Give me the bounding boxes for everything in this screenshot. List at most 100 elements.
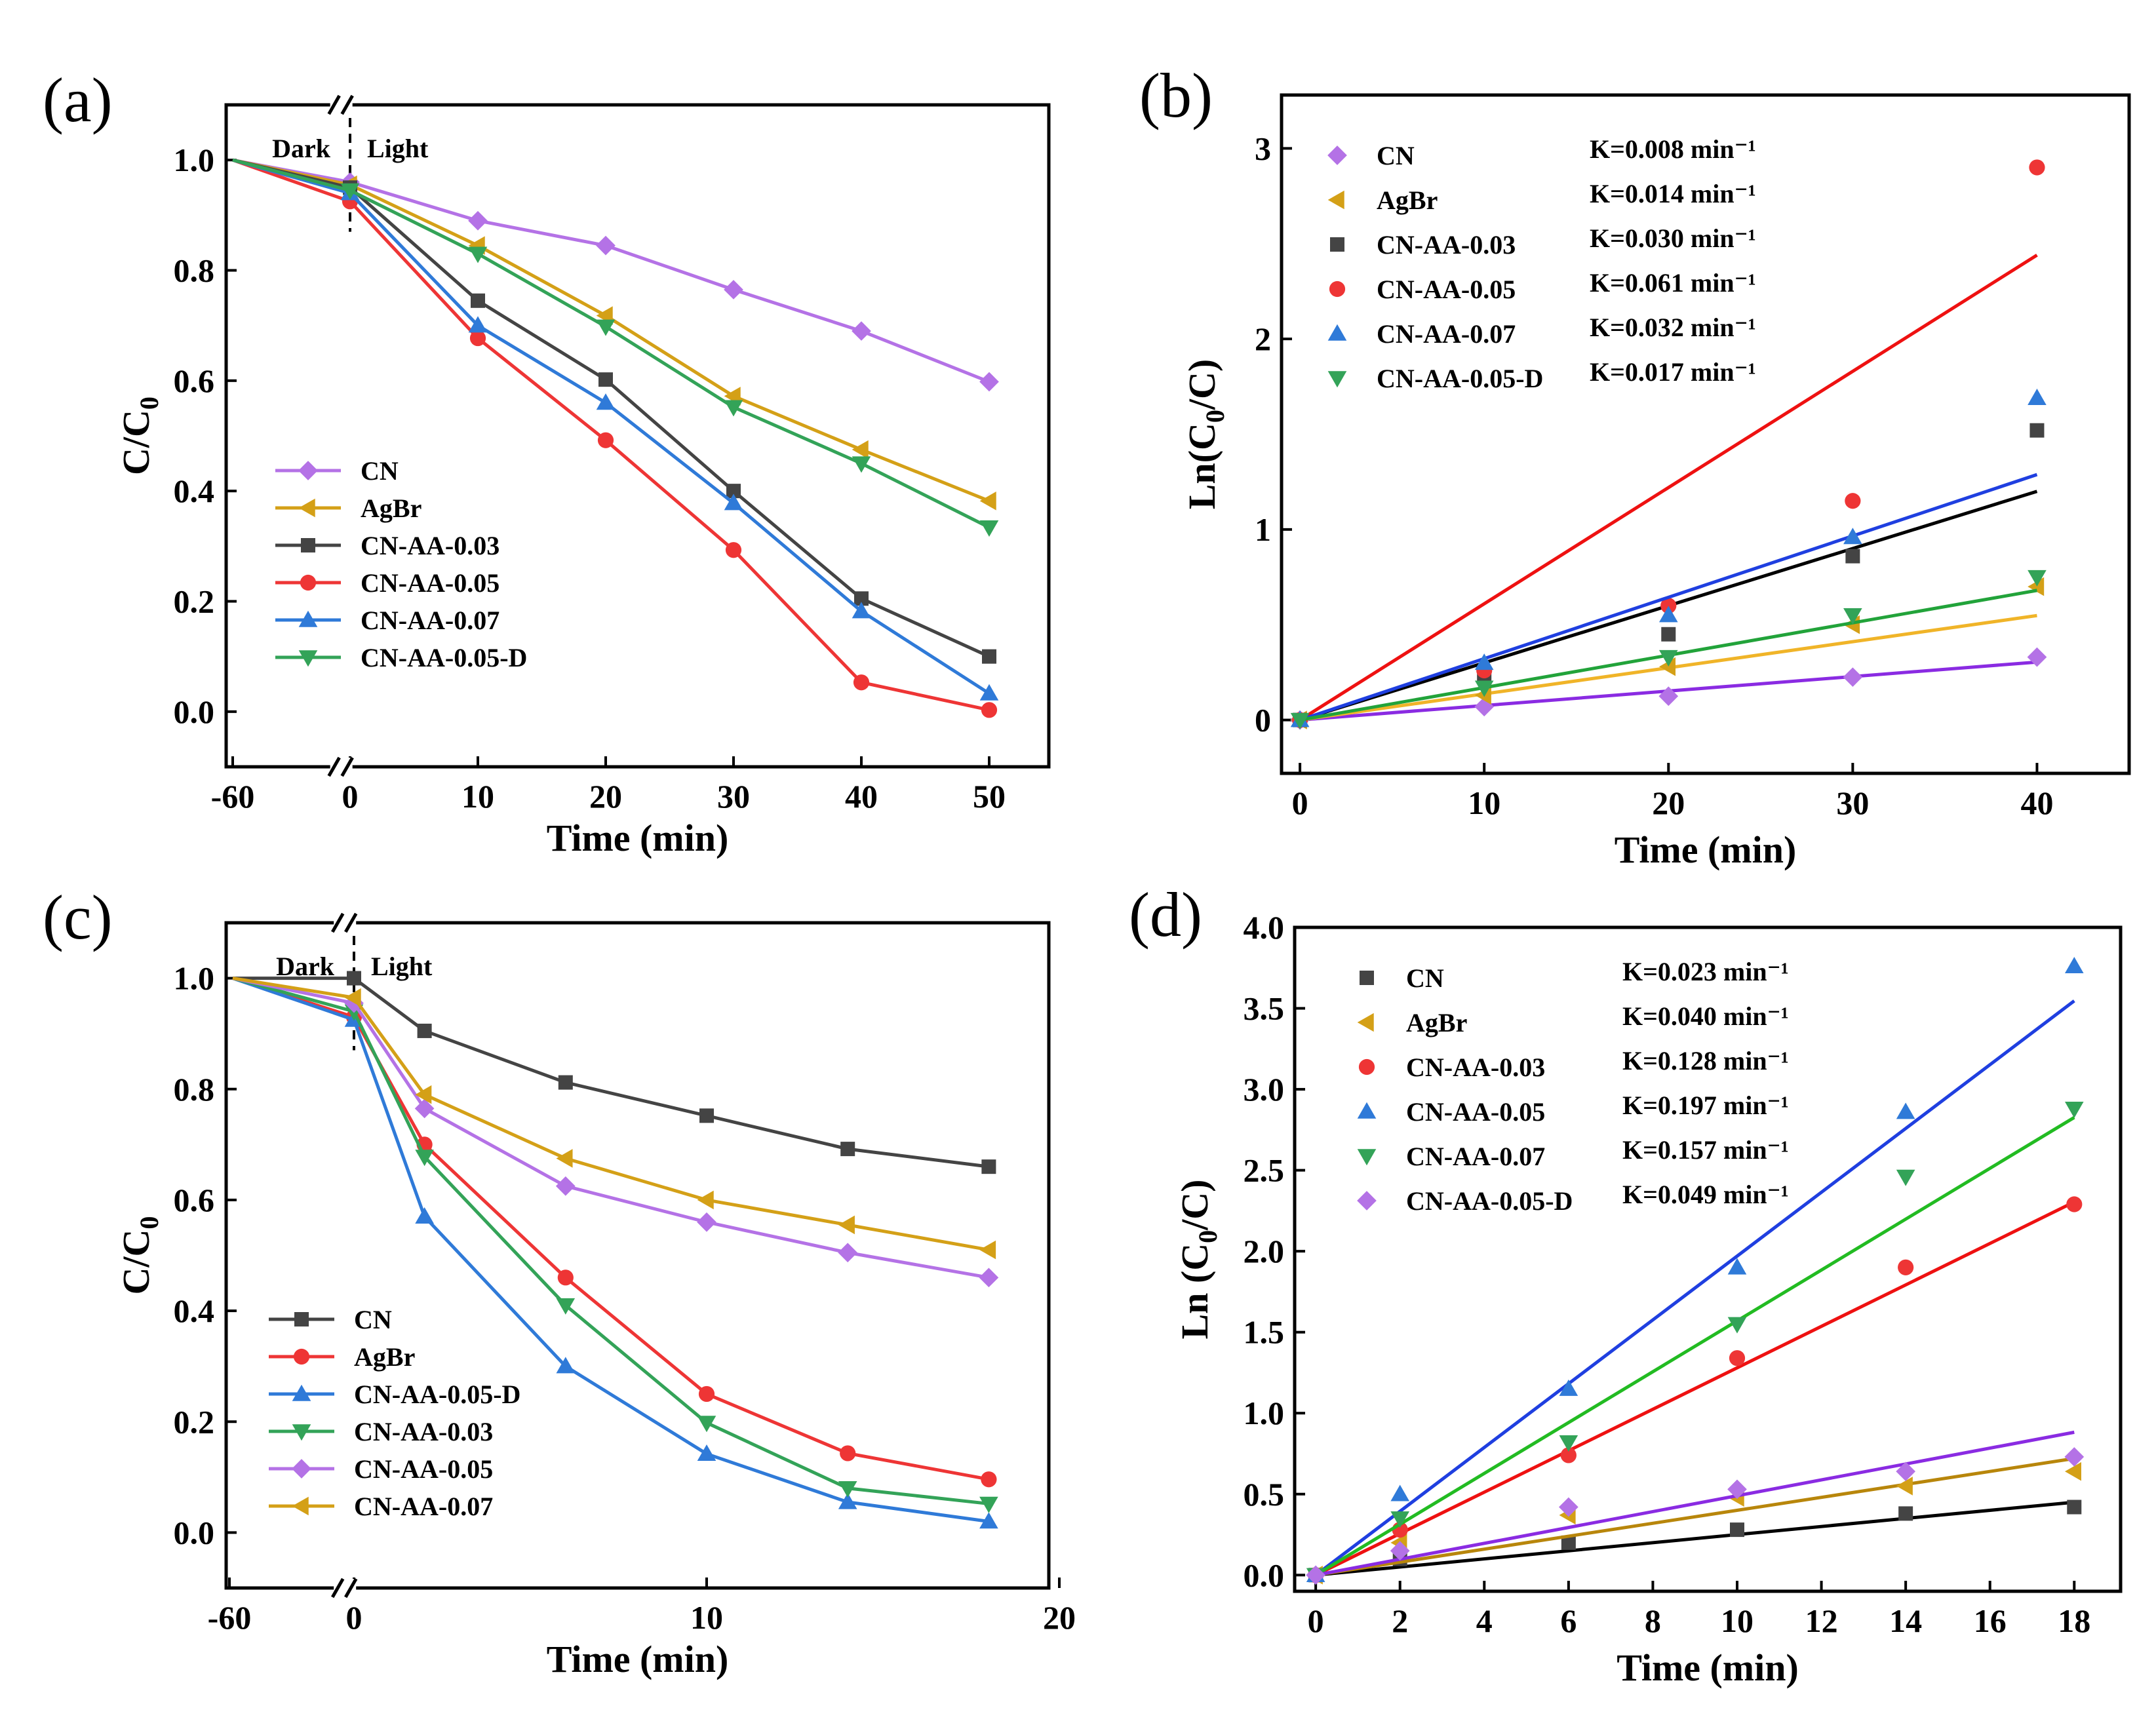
- data-point: [471, 293, 485, 308]
- y-axis-label: Ln (C0/C): [1173, 1180, 1223, 1340]
- legend-marker: [298, 498, 315, 518]
- data-point: [1559, 1497, 1578, 1517]
- data-point: [2067, 1500, 2082, 1515]
- data-point: [556, 1298, 576, 1315]
- data-point: [1290, 712, 1310, 729]
- data-point: [1559, 1435, 1578, 1452]
- y-tick-label: 0.2: [174, 1403, 215, 1440]
- y-tick-label: 0.6: [174, 1182, 215, 1218]
- y-axis-label-main: Ln (C: [1173, 1243, 1216, 1340]
- y-tick-label: 0.2: [174, 583, 215, 620]
- data-point: [1727, 1479, 1747, 1500]
- data-point: [1561, 1535, 1576, 1550]
- rate-constant-label: K=0.128 min⁻¹: [1622, 1046, 1789, 1075]
- data-point: [556, 1357, 576, 1374]
- data-point: [979, 492, 996, 511]
- data-point: [1661, 627, 1676, 642]
- legend-label: AgBr: [1377, 185, 1438, 215]
- y-tick-label: 3.0: [1244, 1071, 1285, 1108]
- legend-label: CN-AA-0.05: [1406, 1097, 1545, 1127]
- x-tick-label: 6: [1560, 1602, 1577, 1639]
- x-tick-label: 30: [1836, 784, 1869, 821]
- fit-line: [1315, 1200, 2075, 1577]
- fit-line: [1299, 473, 2038, 722]
- y-tick-label: 1.5: [1244, 1314, 1285, 1351]
- x-tick-label: 0: [1292, 784, 1308, 821]
- data-point: [852, 456, 871, 473]
- y-tick-label: 0.8: [174, 252, 215, 289]
- legend-marker: [1358, 1058, 1375, 1075]
- y-tick-label: 2: [1255, 320, 1271, 357]
- data-point: [417, 1023, 432, 1038]
- data-point: [1896, 1477, 1913, 1496]
- rate-constant-label: K=0.008 min⁻¹: [1590, 134, 1756, 164]
- y-axis-label-sub: 0: [1193, 1230, 1223, 1243]
- x-tick-label: 10: [690, 1599, 723, 1636]
- data-point: [981, 1471, 997, 1488]
- y-tick-label: 0.6: [174, 362, 215, 399]
- data-point: [1474, 653, 1494, 670]
- data-point: [1390, 1484, 1410, 1501]
- legend-marker: [292, 1384, 311, 1401]
- x-tick-label: 20: [1652, 784, 1685, 821]
- axis-break-mark: [344, 1578, 358, 1598]
- legend-marker: [1327, 190, 1344, 210]
- data-point: [2028, 570, 2047, 587]
- y-tick-label: 4.0: [1244, 909, 1285, 946]
- y-tick-label: 0: [1255, 702, 1271, 739]
- x-tick-label: 8: [1645, 1602, 1661, 1639]
- fit-line: [1299, 254, 2038, 722]
- data-point: [596, 319, 616, 336]
- x-tick-label: 4: [1476, 1602, 1493, 1639]
- fit-line: [1314, 999, 2075, 1577]
- legend-marker: [292, 1424, 311, 1441]
- data-point: [852, 440, 869, 459]
- legend-label: CN-AA-0.07: [354, 1492, 493, 1521]
- rate-constant-label: K=0.017 min⁻¹: [1590, 357, 1756, 387]
- y-axis-label-sub: 0: [1200, 410, 1230, 423]
- rate-constant-label: K=0.061 min⁻¹: [1590, 268, 1756, 298]
- rate-constant-label: K=0.157 min⁻¹: [1622, 1135, 1789, 1165]
- data-point: [838, 1215, 855, 1235]
- data-point: [2064, 1447, 2085, 1467]
- legend-marker: [301, 538, 315, 552]
- data-point: [1843, 608, 1862, 625]
- legend-label: CN-AA-0.03: [361, 531, 500, 560]
- x-axis-label: Time (min): [547, 1638, 729, 1680]
- y-tick-label: 0.8: [174, 1071, 215, 1108]
- data-point: [724, 400, 743, 417]
- data-point: [725, 542, 742, 558]
- data-point: [979, 1240, 996, 1260]
- data-point: [1658, 649, 1678, 667]
- panel-c: (c) 0.0 0.2 0.4 0.6 0.8 1.0 -60 0 10 20 Time (min) C…: [43, 882, 1076, 1680]
- legend-marker: [1327, 371, 1347, 388]
- data-point: [2064, 1462, 2082, 1481]
- data-point: [1898, 1506, 1913, 1521]
- legend-label: CN-AA-0.05-D: [1406, 1186, 1573, 1216]
- fit-line: [1315, 1430, 2075, 1577]
- legend-label: CN: [1377, 141, 1415, 170]
- y-axis-label-main: Ln(C: [1181, 423, 1223, 509]
- data-point: [979, 372, 999, 392]
- data-point: [2029, 159, 2045, 176]
- data-point: [1898, 1259, 1914, 1275]
- y-tick-label: 0.5: [1244, 1476, 1285, 1513]
- data-point: [1559, 1379, 1578, 1396]
- data-point: [726, 484, 741, 499]
- x-tick-label: 14: [1889, 1602, 1922, 1639]
- legend-label: CN: [354, 1305, 392, 1334]
- y-tick-label: 1.0: [174, 960, 215, 997]
- data-point: [555, 1176, 576, 1196]
- data-point: [1896, 1169, 1915, 1186]
- data-point: [838, 1243, 858, 1263]
- x-tick-label: -60: [208, 1599, 252, 1636]
- legend-marker: [298, 461, 318, 480]
- x-tick-label: 30: [717, 778, 750, 815]
- axis-break-mark: [327, 94, 341, 115]
- x-tick-label: 10: [1721, 1602, 1754, 1639]
- legend-label: CN-AA-0.05: [354, 1454, 493, 1484]
- legend-label: CN-AA-0.03: [354, 1417, 493, 1446]
- legend-marker: [1357, 1013, 1374, 1032]
- y-axis-label: C/C0: [115, 397, 164, 475]
